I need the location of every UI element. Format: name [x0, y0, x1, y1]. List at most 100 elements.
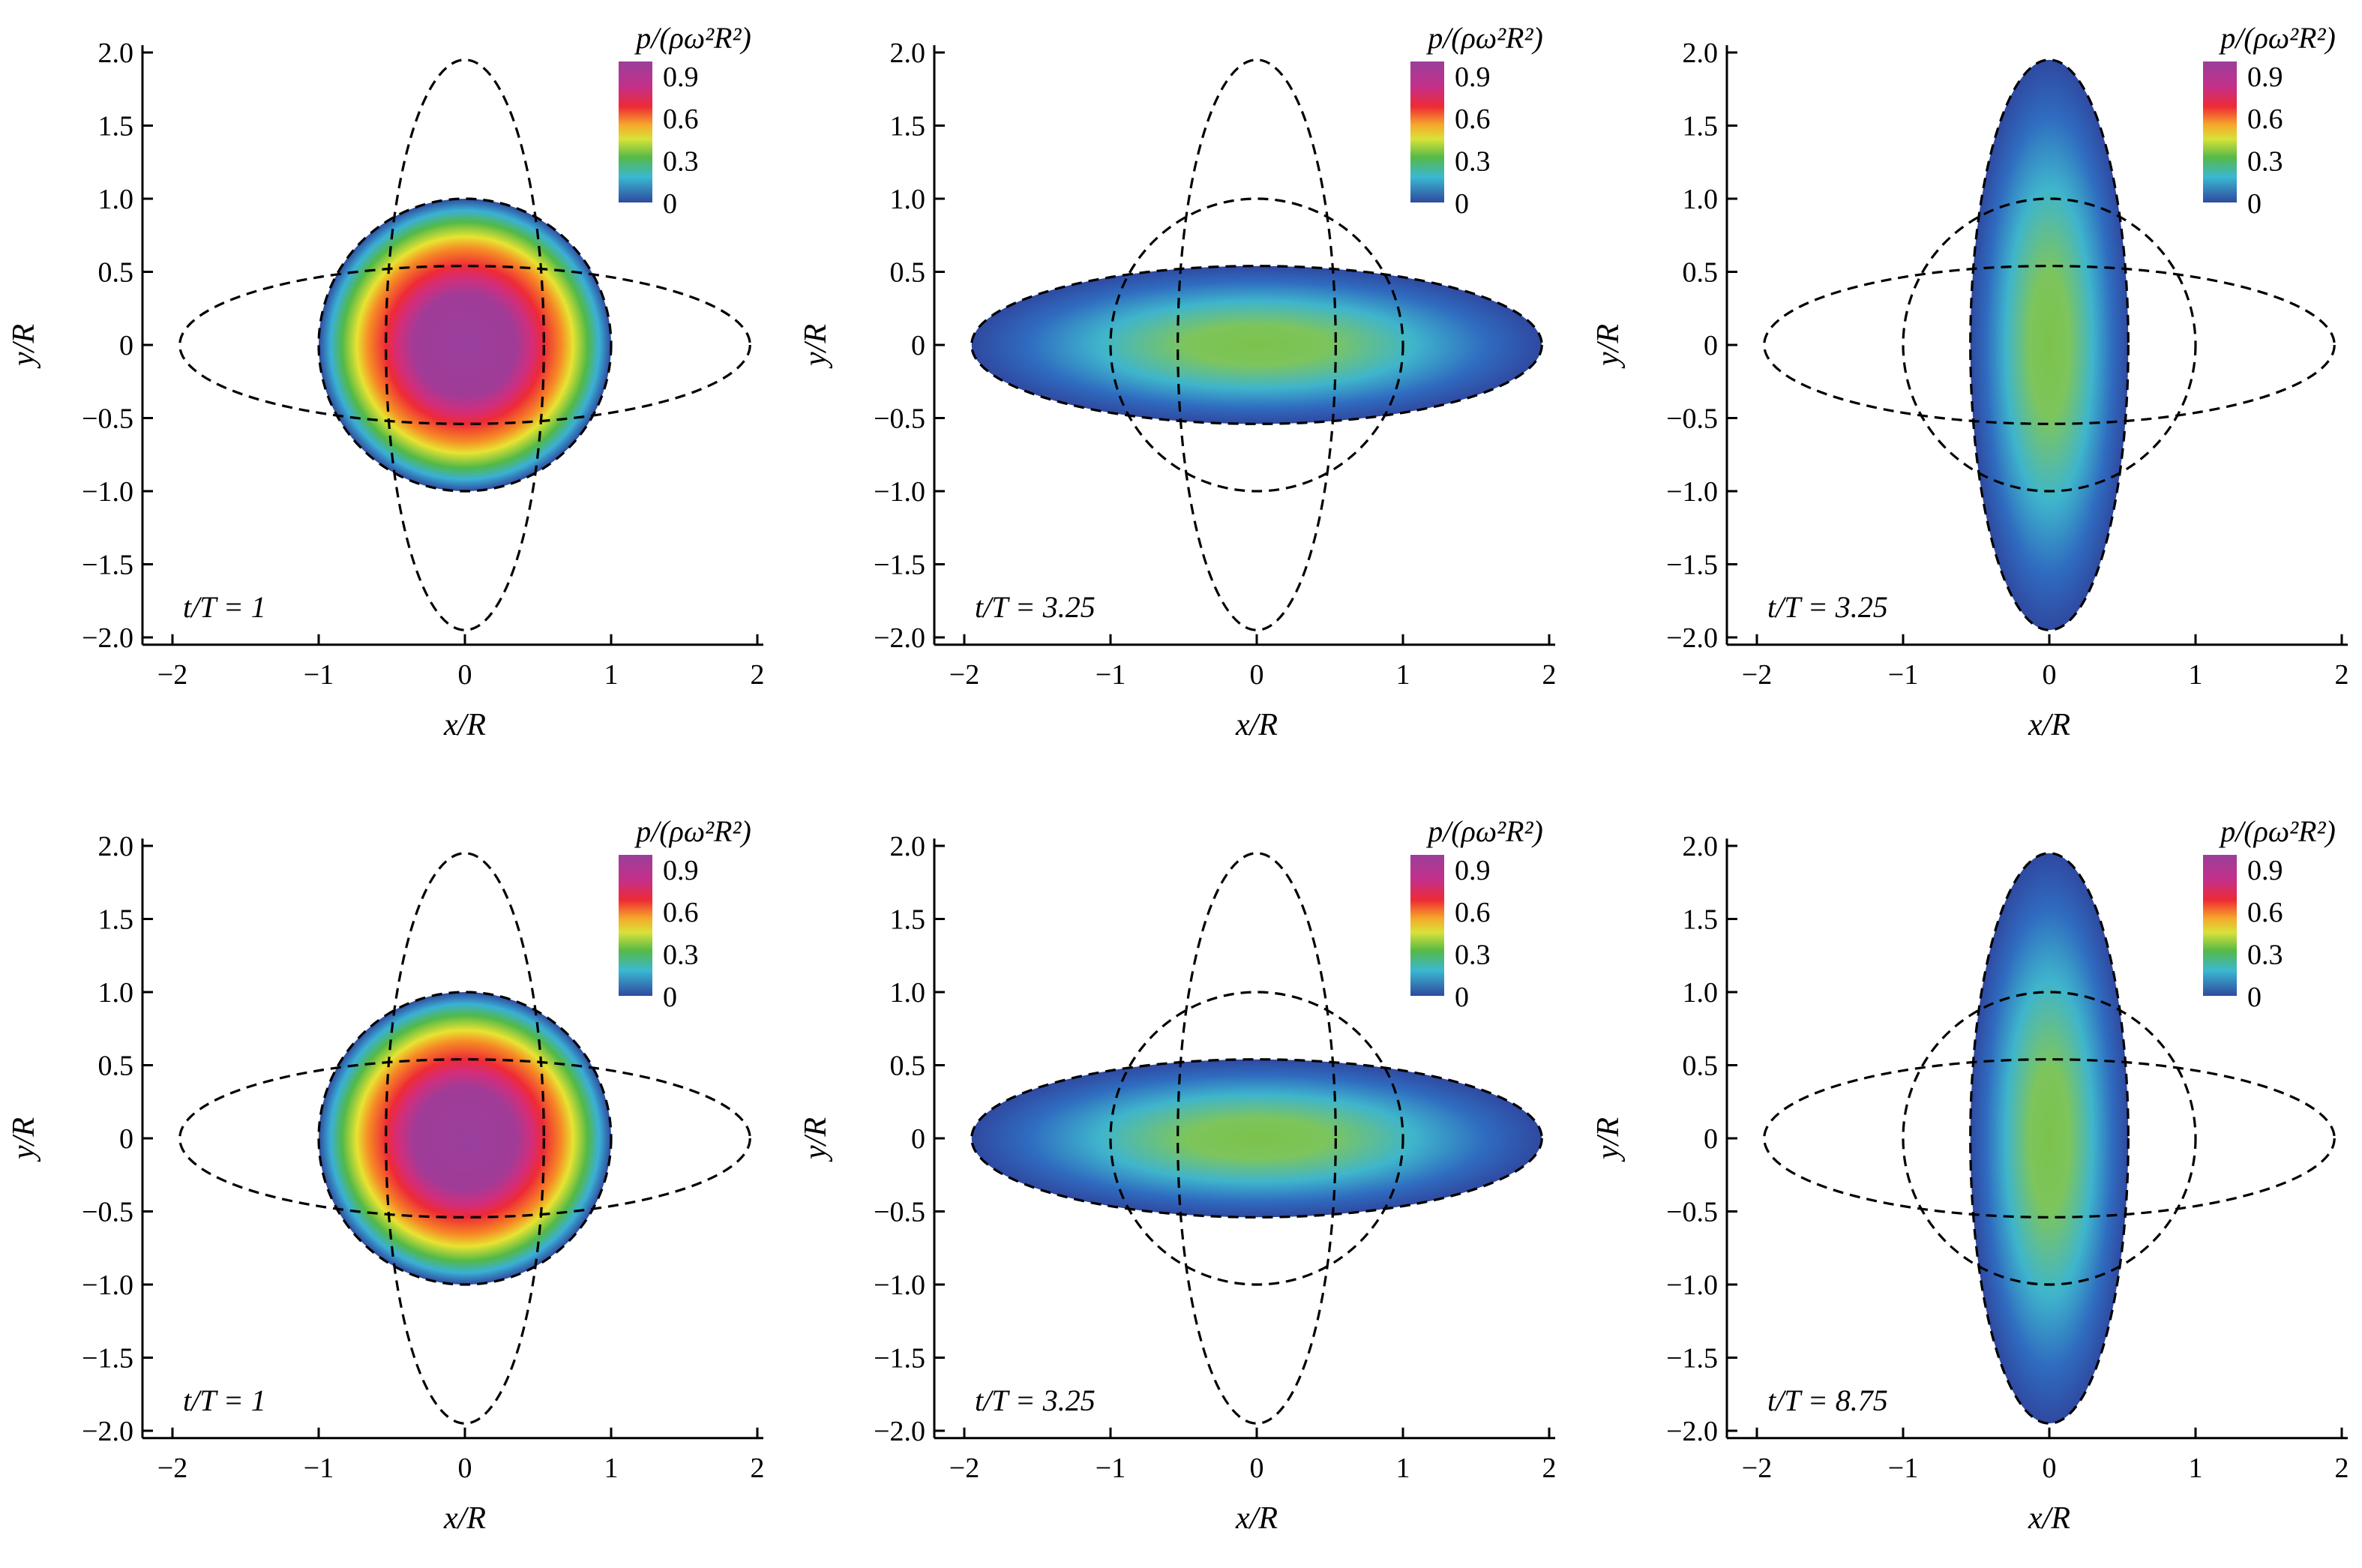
colorbar-title: p/(ρω²R²) [634, 814, 751, 848]
dashed-ellipse-3 [1969, 58, 2130, 631]
colorbar [2203, 855, 2237, 996]
y-tick-label: −1.0 [82, 1270, 133, 1301]
x-tick-label: 1 [2189, 659, 2203, 691]
x-tick-label: −1 [304, 659, 334, 691]
x-tick-label: 0 [458, 1453, 472, 1484]
x-tick-label: 1 [604, 659, 619, 691]
colorbar-tick-label: 0.3 [1455, 940, 1491, 971]
x-tick-label: −2 [1742, 1453, 1772, 1484]
colorbar-tick-label: 0.6 [2247, 897, 2283, 928]
y-tick-label: 0.5 [98, 1051, 134, 1082]
y-tick-label: 0 [1704, 1123, 1718, 1155]
colorbar [619, 855, 652, 996]
dashed-ellipse-3 [385, 852, 545, 1425]
y-tick-label: 1.0 [1683, 184, 1719, 215]
colorbar-tick-label: 0.3 [2247, 940, 2283, 971]
colorbar-title: p/(ρω²R²) [634, 21, 751, 55]
y-tick-label: 0 [119, 330, 133, 361]
x-tick-label: 0 [458, 659, 472, 691]
x-tick-label: 1 [1396, 659, 1410, 691]
x-tick-label: −1 [1096, 1453, 1126, 1484]
dashed-ellipse-3 [1969, 852, 2130, 1425]
y-tick-label: −2.0 [1666, 622, 1718, 654]
y-tick-label: 1.0 [890, 977, 926, 1009]
x-tick-label: −1 [304, 1453, 334, 1484]
dashed-ellipse-3 [385, 58, 545, 631]
y-tick-label: −1.5 [82, 1343, 133, 1375]
dashed-ellipse-1 [317, 991, 613, 1286]
x-tick-label: 2 [2335, 659, 2349, 691]
x-axis-label: x/R [443, 708, 486, 742]
x-tick-label: 0 [2043, 1453, 2057, 1484]
colorbar-tick-label: 0.6 [663, 103, 699, 135]
y-tick-label: −0.5 [874, 403, 925, 435]
x-tick-label: 2 [751, 1453, 765, 1484]
panel-bottom-middle: −2 −1 0 1 2 −2.0 −1.5 −1.0 −0.5 0 0.5 1.0 1.5 2.0 x/R y… [799, 814, 1557, 1536]
y-tick-label: −2.0 [874, 622, 925, 654]
y-tick-label: 1.5 [98, 111, 134, 142]
colorbar-tick-label: 0 [663, 188, 677, 220]
y-tick-label: −0.5 [874, 1197, 925, 1228]
time-annotation: t/T = 8.75 [1767, 1384, 1888, 1417]
y-tick-label: −1.0 [874, 476, 925, 508]
y-tick-label: 2.0 [98, 37, 134, 69]
time-annotation: t/T = 1 [183, 590, 266, 624]
colorbar-tick-label: 0.3 [663, 940, 699, 971]
x-tick-label: −2 [157, 1453, 187, 1484]
x-tick-label: 1 [604, 1453, 619, 1484]
dashed-ellipse-2 [178, 265, 751, 425]
y-tick-label: 0 [1704, 330, 1718, 361]
dashed-ellipse-2 [1763, 265, 2336, 425]
y-axis-label: y/R [1591, 324, 1626, 369]
colorbar-tick-label: 0.6 [1455, 897, 1491, 928]
x-axis-label: x/R [443, 1501, 486, 1536]
panel-top-right: −2 −1 0 1 2 −2.0 −1.5 −1.0 −0.5 0 0.5 1.0 1.5 2.0 x/R y… [1591, 21, 2349, 742]
colorbar-tick-label: 0.3 [663, 146, 699, 178]
colorbar-tick-label: 0 [2247, 188, 2262, 220]
y-tick-label: −0.5 [82, 1197, 133, 1228]
x-axis-label: x/R [2028, 708, 2070, 742]
colorbar-tick-label: 0 [2247, 982, 2262, 1013]
y-tick-label: 0 [119, 1123, 133, 1155]
pressure-field [1970, 853, 2129, 1424]
y-tick-label: 1.0 [890, 184, 926, 215]
colorbar-tick-label: 0.3 [2247, 146, 2283, 178]
y-tick-label: 0.5 [890, 257, 926, 289]
time-annotation: t/T = 3.25 [975, 590, 1096, 624]
y-tick-label: 0 [911, 330, 925, 361]
colorbar-tick-label: 0.9 [663, 61, 699, 93]
x-tick-label: 2 [2335, 1453, 2349, 1484]
dashed-ellipse-1 [1902, 991, 2197, 1286]
y-tick-label: 0.5 [1683, 257, 1719, 289]
y-tick-label: 1.5 [98, 904, 134, 936]
y-tick-label: 1.0 [98, 184, 134, 215]
y-tick-label: 0.5 [98, 257, 134, 289]
y-tick-label: 0.5 [1683, 1051, 1719, 1082]
colorbar-tick-label: 0.9 [663, 855, 699, 886]
y-tick-label: 2.0 [1683, 37, 1719, 69]
y-tick-label: −1.5 [82, 550, 133, 581]
x-tick-label: −2 [949, 1453, 979, 1484]
x-tick-label: −2 [949, 659, 979, 691]
x-tick-label: 2 [1542, 659, 1557, 691]
x-tick-label: 0 [1250, 1453, 1264, 1484]
colorbar-title: p/(ρω²R²) [2218, 814, 2336, 848]
colorbar-tick-label: 0.9 [1455, 855, 1491, 886]
dashed-ellipse-1 [1109, 197, 1404, 493]
x-tick-label: −1 [1888, 1453, 1918, 1484]
pressure-field [971, 265, 1542, 424]
colorbar-tick-label: 0 [1455, 982, 1469, 1013]
dashed-ellipse-3 [1177, 58, 1337, 631]
x-tick-label: 0 [2043, 659, 2057, 691]
y-tick-label: 2.0 [890, 831, 926, 862]
x-axis-label: x/R [1235, 708, 1278, 742]
pressure-field [319, 199, 611, 491]
y-tick-label: 1.5 [890, 111, 926, 142]
y-tick-label: −2.0 [874, 1416, 925, 1447]
y-axis-label: y/R [7, 1117, 41, 1162]
x-tick-label: 2 [1542, 1453, 1557, 1484]
y-tick-label: −1.5 [1666, 550, 1718, 581]
x-tick-label: 1 [2189, 1453, 2203, 1484]
colorbar-title: p/(ρω²R²) [1425, 21, 1543, 55]
